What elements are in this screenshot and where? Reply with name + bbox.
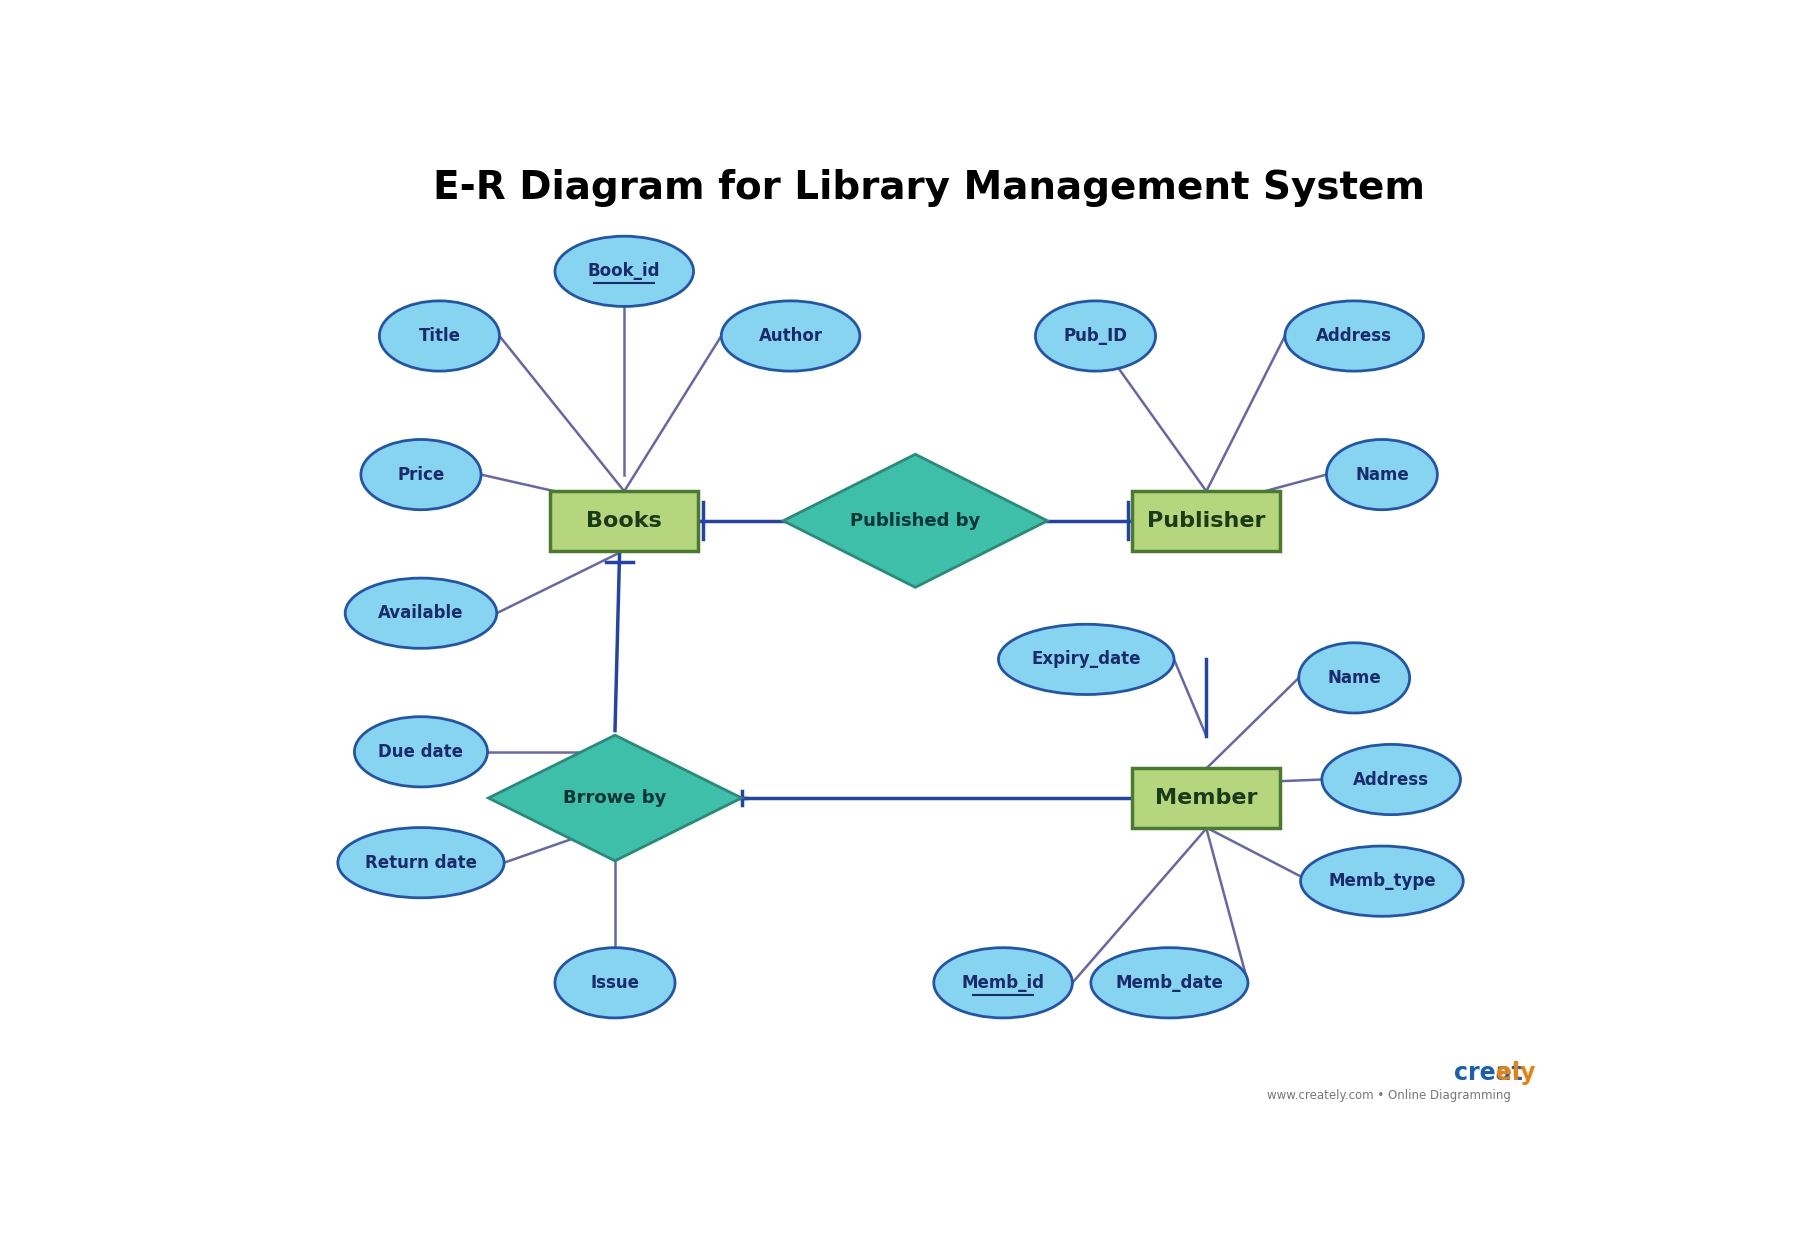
Text: Memb_id: Memb_id [961,974,1044,992]
Text: Available: Available [379,605,464,622]
Text: Book_id: Book_id [587,262,660,280]
Ellipse shape [379,301,500,372]
Polygon shape [488,735,742,861]
Text: Expiry_date: Expiry_date [1032,650,1140,668]
Text: Memb_type: Memb_type [1329,872,1436,890]
Ellipse shape [1322,745,1461,815]
Text: Memb_date: Memb_date [1115,974,1224,992]
Text: Return date: Return date [364,854,477,872]
Text: Publisher: Publisher [1148,510,1265,530]
Text: Published by: Published by [850,512,981,529]
Ellipse shape [555,948,674,1018]
Ellipse shape [555,236,694,306]
Text: Due date: Due date [379,743,464,761]
Text: Name: Name [1327,669,1382,687]
Ellipse shape [1285,301,1423,372]
Text: Brrowe by: Brrowe by [564,789,667,806]
Ellipse shape [354,717,488,788]
Text: Author: Author [758,328,823,345]
Text: Books: Books [586,510,662,530]
Ellipse shape [337,828,504,898]
Text: Address: Address [1316,328,1392,345]
Ellipse shape [722,301,859,372]
FancyBboxPatch shape [551,490,698,551]
Ellipse shape [344,578,497,649]
Ellipse shape [999,624,1175,694]
Text: Title: Title [419,328,461,345]
Text: E-R Diagram for Library Management System: E-R Diagram for Library Management Syste… [433,169,1425,207]
Text: creat: creat [1454,1061,1523,1085]
Ellipse shape [934,948,1071,1018]
Text: Member: Member [1155,788,1258,808]
Ellipse shape [1035,301,1155,372]
Text: Price: Price [397,466,444,484]
Text: Name: Name [1354,466,1409,484]
Polygon shape [783,455,1048,587]
Ellipse shape [1091,948,1247,1018]
Text: Pub_ID: Pub_ID [1064,328,1128,345]
FancyBboxPatch shape [1133,769,1280,828]
FancyBboxPatch shape [1133,490,1280,551]
Ellipse shape [1300,845,1463,916]
Ellipse shape [361,440,480,510]
Ellipse shape [1298,643,1411,713]
Text: ely: ely [1496,1061,1536,1085]
Text: Address: Address [1352,771,1429,789]
Text: Issue: Issue [591,974,640,992]
Text: www.creately.com • Online Diagramming: www.creately.com • Online Diagramming [1267,1089,1512,1102]
Ellipse shape [1327,440,1438,510]
